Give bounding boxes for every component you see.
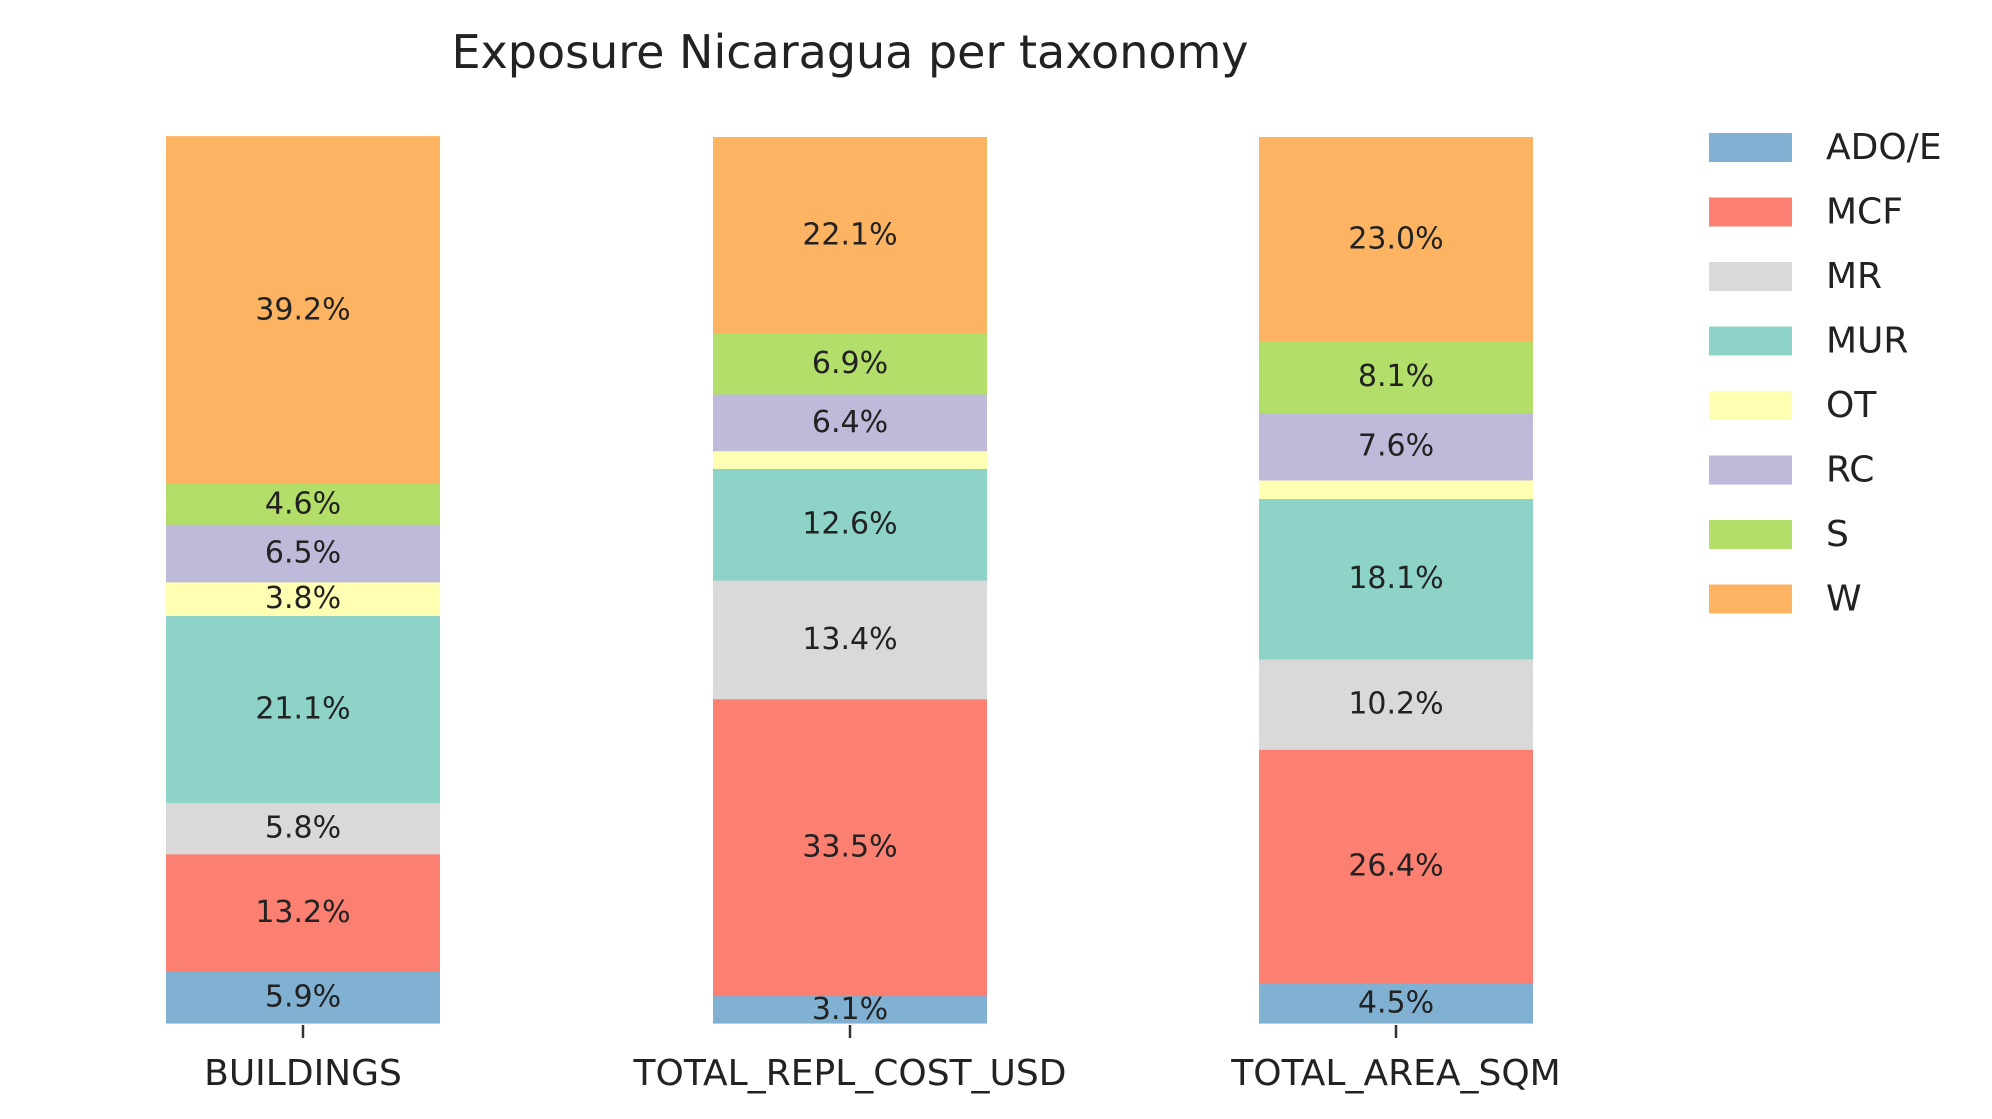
data-label-total-repl-cost-usd-w: 22.1% — [802, 217, 897, 252]
bar-segment-buildings-w — [166, 136, 440, 485]
bar-segment-total-repl-cost-usd-ado-e — [713, 995, 987, 1024]
data-label-total-area-sqm-mr: 10.2% — [1348, 687, 1443, 722]
data-label-buildings-mr: 5.8% — [265, 811, 341, 846]
data-label-total-repl-cost-usd-mr: 13.4% — [802, 622, 897, 657]
bar-segment-total-repl-cost-usd-mur — [713, 468, 987, 581]
legend: ADO/E MCF MR MUR OT RC SW — [1709, 127, 1942, 620]
bar-segment-total-repl-cost-usd-mr — [713, 580, 987, 700]
data-label-total-area-sqm-s: 8.1% — [1358, 359, 1434, 394]
bar-segment-buildings-rc — [166, 524, 440, 583]
data-label-buildings-ot: 3.8% — [265, 581, 341, 616]
data-label-total-area-sqm-ado-e: 4.5% — [1358, 986, 1434, 1021]
x-tick-label-total-area-sqm: TOTAL_AREA_SQM — [1230, 1053, 1560, 1094]
legend-swatch-mur — [1709, 326, 1792, 356]
chart-title: Exposure Nicaragua per taxonomy — [451, 25, 1248, 79]
legend-swatch-ado-e — [1709, 133, 1792, 162]
legend-swatch-mcf — [1709, 197, 1792, 227]
bar-segment-buildings-ot — [166, 581, 440, 617]
legend-label-ado-e: ADO/E — [1826, 127, 1942, 168]
bar-segment-buildings-ado-e — [166, 970, 440, 1024]
legend-label-rc: RC — [1826, 450, 1874, 491]
data-label-total-repl-cost-usd-rc: 6.4% — [812, 405, 888, 440]
bar-segment-total-repl-cost-usd-rc — [713, 393, 987, 452]
legend-swatch-rc — [1709, 455, 1792, 485]
bars-group — [166, 136, 1533, 1024]
data-label-buildings-mcf: 13.2% — [255, 895, 350, 930]
legend-swatch-mr — [1709, 262, 1792, 291]
bar-segment-buildings-s — [166, 483, 440, 525]
data-label-total-repl-cost-usd-mcf: 33.5% — [802, 830, 897, 865]
segment-labels-group: 5.9% 13.2% 5.8% 21.1% 3.8% 6.5% 4.6% 39.2% 3.1% 3… — [255, 217, 1443, 1026]
data-label-total-repl-cost-usd-s: 6.9% — [812, 346, 888, 381]
legend-label-mcf: MCF — [1826, 192, 1903, 233]
legend-label-s: S — [1826, 514, 1849, 555]
bar-segment-total-repl-cost-usd-w — [713, 137, 987, 334]
bar-segment-total-area-sqm-ado-e — [1259, 983, 1533, 1024]
legend-label-w: W — [1826, 579, 1862, 620]
bar-segment-total-repl-cost-usd-s — [713, 332, 987, 395]
data-label-total-repl-cost-usd-mur: 12.6% — [802, 507, 897, 542]
bar-segment-total-repl-cost-usd-ot — [713, 450, 987, 469]
legend-swatch-s — [1709, 520, 1792, 549]
data-label-total-area-sqm-w: 23.0% — [1348, 221, 1443, 256]
data-label-buildings-s: 4.6% — [265, 486, 341, 521]
bar-segment-total-area-sqm-ot — [1259, 479, 1533, 500]
data-label-total-area-sqm-mcf: 26.4% — [1348, 849, 1443, 884]
data-label-buildings-mur: 21.1% — [255, 691, 350, 726]
bar-segment-buildings-mur — [166, 615, 440, 803]
data-label-buildings-w: 39.2% — [255, 292, 350, 327]
data-label-total-area-sqm-rc: 7.6% — [1358, 429, 1434, 464]
bar-segment-total-area-sqm-mr — [1259, 658, 1533, 750]
data-label-total-area-sqm-mur: 18.1% — [1348, 561, 1443, 596]
bar-segment-total-area-sqm-s — [1259, 340, 1533, 414]
bar-segment-buildings-mcf — [166, 853, 440, 972]
legend-label-mur: MUR — [1826, 321, 1908, 362]
x-tick-label-total-repl-cost-usd: TOTAL_REPL_COST_USD — [633, 1053, 1067, 1094]
legend-swatch-w — [1709, 584, 1792, 614]
legend-label-ot: OT — [1826, 385, 1877, 426]
data-label-total-repl-cost-usd-ado-e: 3.1% — [812, 992, 888, 1027]
bar-segment-total-area-sqm-rc — [1259, 412, 1533, 481]
bar-segment-buildings-mr — [166, 802, 440, 855]
x-axis: BUILDINGS TOTAL_REPL_COST_USD TOTAL_AREA_S… — [204, 1025, 1561, 1094]
x-tick-label-buildings: BUILDINGS — [204, 1053, 402, 1094]
bar-segment-total-area-sqm-mur — [1259, 498, 1533, 660]
data-label-buildings-rc: 6.5% — [265, 535, 341, 570]
data-label-buildings-ado-e: 5.9% — [265, 979, 341, 1014]
bar-segment-total-repl-cost-usd-mcf — [713, 698, 987, 997]
bar-segment-total-area-sqm-mcf — [1259, 749, 1533, 984]
bar-segment-total-area-sqm-w — [1259, 137, 1533, 342]
legend-label-mr: MR — [1826, 256, 1882, 297]
legend-swatch-ot — [1709, 391, 1792, 420]
